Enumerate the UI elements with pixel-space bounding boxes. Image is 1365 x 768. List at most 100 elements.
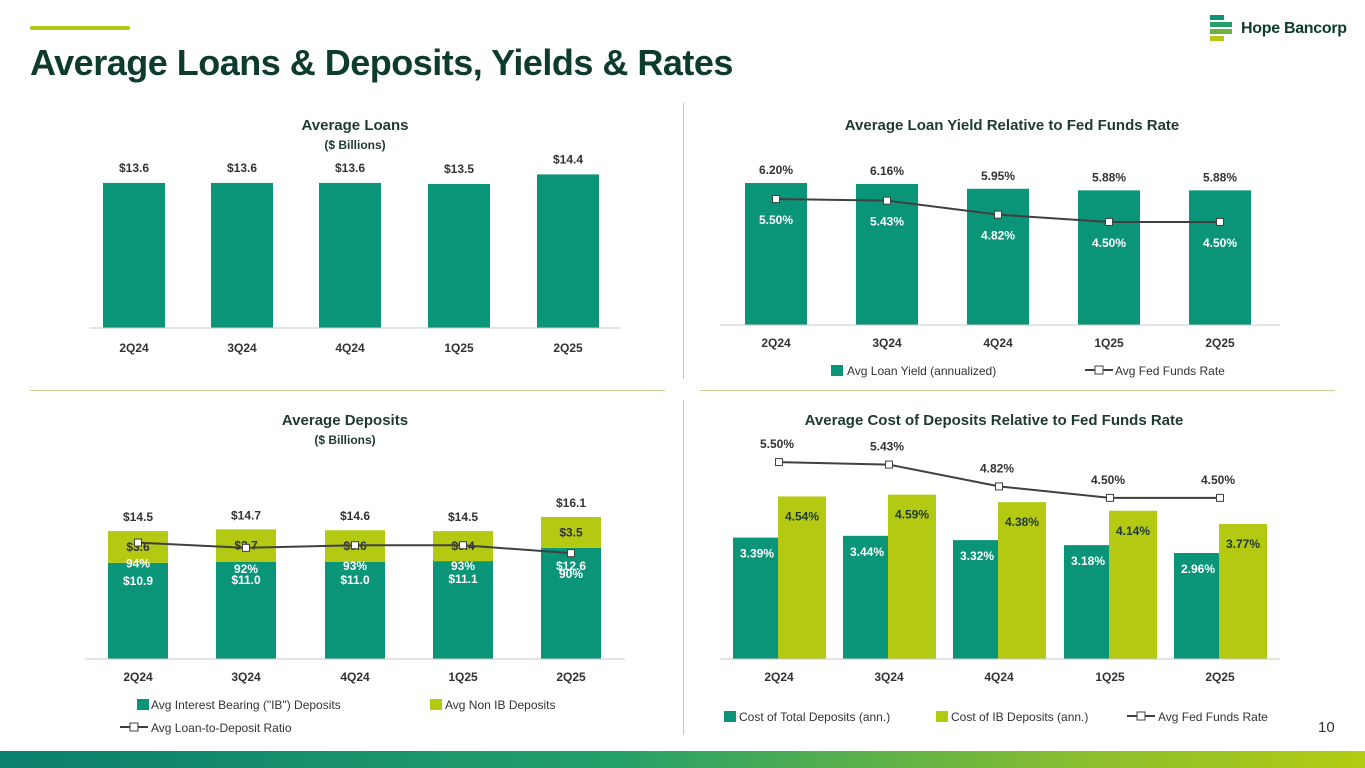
data-label: $11.0: [231, 573, 261, 587]
x-tick-label: 2Q24: [119, 341, 149, 355]
line-point: [351, 541, 359, 550]
line-label: 5.50%: [760, 437, 794, 451]
line-label: 5.50%: [759, 213, 793, 227]
total-label: $14.7: [231, 508, 261, 522]
data-label: 3.77%: [1226, 537, 1260, 551]
x-tick-label: 1Q25: [448, 670, 478, 684]
bar-group: $10.9$3.6$14.52Q24$11.0$3.7$14.73Q24$11.…: [108, 496, 601, 684]
legend-marker: [1094, 365, 1104, 375]
bar-ib: [888, 494, 936, 659]
line-label: 4.50%: [1203, 236, 1237, 250]
line-point: [1106, 493, 1114, 502]
total-label: $14.5: [448, 510, 478, 524]
x-tick-label: 4Q24: [340, 670, 370, 684]
legend-label: Avg Non IB Deposits: [445, 698, 556, 712]
legend-marker: [1136, 711, 1146, 721]
data-label: 4.59%: [895, 508, 929, 522]
line-point: [134, 538, 142, 547]
data-label: 3.44%: [850, 545, 884, 559]
x-tick-label: 3Q24: [872, 336, 902, 350]
chart-subtitle: ($ Billions): [324, 138, 385, 152]
data-label: 5.88%: [1203, 170, 1237, 184]
bar-total: [1064, 545, 1112, 659]
line-point: [242, 543, 250, 552]
data-label: $11.0: [340, 573, 370, 587]
line-label: 93%: [451, 559, 475, 573]
legend-swatch-total-deposits: [724, 711, 736, 722]
chart-title: Average Cost of Deposits Relative to Fed…: [805, 412, 1184, 429]
bar-ib: [1219, 524, 1267, 659]
legend-swatch-non-ib-deposits: [430, 699, 442, 710]
vertical-divider-bottom: [683, 400, 684, 735]
x-tick-label: 2Q25: [1205, 670, 1235, 684]
line-point: [995, 482, 1003, 491]
line-point: [459, 541, 467, 550]
x-tick-label: 2Q25: [553, 341, 583, 355]
line-point: [883, 196, 891, 205]
line-label: 4.50%: [1092, 236, 1126, 250]
line-label: 4.82%: [980, 461, 1014, 475]
hope-bancorp-logo-icon: [1210, 15, 1232, 41]
bar-non-ib: [541, 516, 601, 548]
line-label: 4.82%: [981, 229, 1015, 243]
page-title: Average Loans & Deposits, Yields & Rates: [30, 42, 733, 83]
x-tick-label: 4Q24: [335, 341, 365, 355]
bar: [856, 183, 918, 325]
bar-non-ib: [108, 531, 168, 563]
data-label: 6.20%: [759, 163, 793, 177]
bar-ib: [1109, 510, 1157, 659]
data-label: 6.16%: [870, 164, 904, 178]
line-label: 93%: [343, 559, 367, 573]
data-label: 3.39%: [740, 547, 774, 561]
chart-average-loans: Average Loans ($ Billions) $13.62Q24$13.…: [90, 117, 620, 355]
data-label: $3.5: [559, 525, 583, 539]
data-label: $13.6: [227, 161, 257, 175]
legend-swatch-ib-deposits: [936, 711, 948, 722]
x-tick-label: 1Q25: [1094, 336, 1124, 350]
horizontal-divider-left: [30, 390, 665, 391]
bar-ib: [541, 547, 601, 659]
chart-title: Average Deposits: [282, 412, 408, 429]
data-label: 5.88%: [1092, 170, 1126, 184]
bar: [537, 174, 599, 328]
line-label: 4.50%: [1091, 473, 1125, 487]
data-label: 2.96%: [1181, 562, 1215, 576]
page-number: 10: [1318, 719, 1335, 736]
data-label: 3.32%: [960, 549, 994, 563]
x-tick-label: 2Q24: [123, 670, 153, 684]
legend-label: Avg Loan-to-Deposit Ratio: [151, 721, 292, 735]
bar-total: [1174, 553, 1222, 659]
bar-group: 6.20% 2Q24 6.16% 3Q24 5.95% 4Q24 5.88% 1Q25 5.88…: [745, 163, 1251, 350]
line-label: 92%: [234, 562, 258, 576]
legend-label: Avg Fed Funds Rate: [1158, 710, 1268, 724]
bar-group: 3.39% 4.54% 2Q24 3.44% 4.59% 3Q24 3.32% 4.38% 4Q…: [733, 437, 1267, 684]
line-point: [1105, 217, 1113, 226]
legend-label: Avg Interest Bearing ("IB") Deposits: [151, 698, 341, 712]
bar-total: [733, 537, 781, 659]
bar-ib: [433, 561, 493, 659]
bar-group: $13.6 2Q24 $13.6 3Q24 $13.6 4Q24 $13.5 1Q25 $14.…: [103, 152, 599, 355]
legend: Cost of Total Deposits (ann.) Cost of IB…: [724, 710, 1268, 724]
data-label: 4.14%: [1116, 524, 1150, 538]
legend: Avg Loan Yield (annualized) Avg Fed Fund…: [831, 364, 1225, 378]
x-tick-label: 2Q24: [764, 670, 794, 684]
line-point: [885, 460, 893, 469]
legend-label: Cost of IB Deposits (ann.): [951, 710, 1088, 724]
data-label: $14.4: [553, 152, 583, 166]
line-point: [567, 549, 575, 558]
bar-ib: [325, 561, 385, 659]
line-point: [994, 210, 1002, 219]
bar: [103, 182, 165, 328]
legend-label: Avg Fed Funds Rate: [1115, 364, 1225, 378]
legend: Avg Interest Bearing ("IB") Deposits Avg…: [120, 698, 556, 735]
legend-label: Cost of Total Deposits (ann.): [739, 710, 890, 724]
x-tick-label: 3Q24: [874, 670, 904, 684]
logo: Hope Bancorp: [1208, 13, 1347, 45]
bar: [1078, 190, 1140, 325]
footer-band: [0, 751, 1365, 768]
chart-title: Average Loans: [302, 117, 409, 134]
chart-average-deposits: Average Deposits ($ Billions) $10.9$3.6$…: [85, 412, 625, 735]
line-point: [772, 195, 780, 204]
bar-ib: [108, 562, 168, 659]
bar: [967, 188, 1029, 325]
